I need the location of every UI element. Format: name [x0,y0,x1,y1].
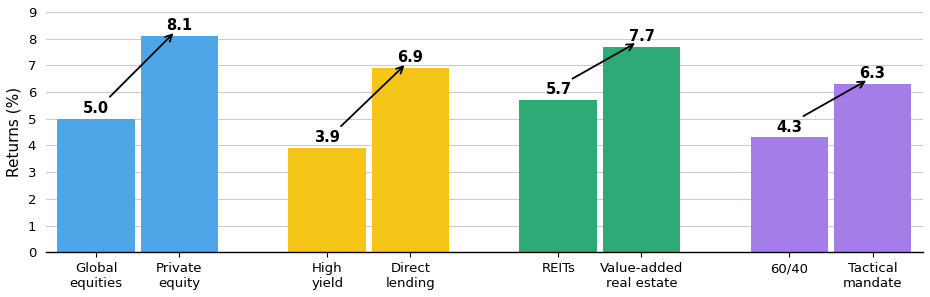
Text: 6.9: 6.9 [397,50,423,65]
Bar [520,100,597,252]
Text: 3.9: 3.9 [314,130,340,146]
Text: 6.3: 6.3 [859,67,885,81]
Text: 7.7: 7.7 [629,29,655,44]
Y-axis label: Returns (%): Returns (%) [7,87,22,177]
Text: 4.3: 4.3 [777,120,803,135]
Text: 8.1: 8.1 [166,18,193,33]
Bar [140,36,219,252]
Text: 5.0: 5.0 [83,101,110,116]
Bar [372,68,449,252]
Bar [58,119,135,252]
Bar [603,47,681,252]
Text: 5.7: 5.7 [545,82,571,97]
Bar [751,138,829,252]
Bar [833,84,911,252]
Bar [288,148,366,252]
